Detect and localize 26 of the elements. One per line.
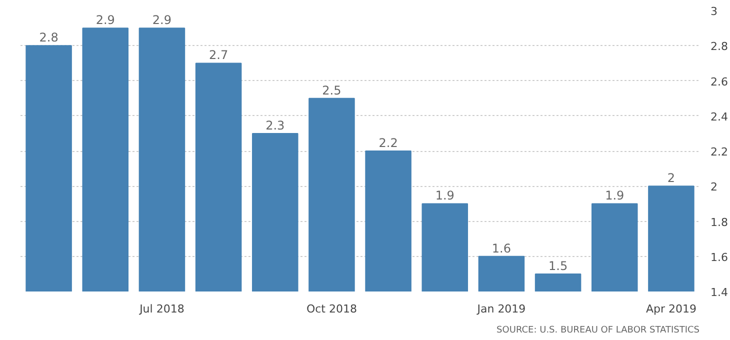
data-label: 2.2 <box>378 136 398 150</box>
data-label: 1.5 <box>548 258 568 273</box>
data-label: 2.9 <box>152 13 172 28</box>
x-tick-label: Oct 2018 <box>306 302 357 316</box>
data-label: 1.6 <box>492 241 512 256</box>
x-tick-label: Jul 2018 <box>138 302 184 316</box>
data-label: 2.8 <box>39 30 58 45</box>
y-tick-label: 2 <box>710 180 718 194</box>
data-label: 2.9 <box>96 13 115 28</box>
x-tick-label: Apr 2019 <box>646 302 696 316</box>
y-tick-label: 2.4 <box>710 110 728 124</box>
y-tick-label: 1.8 <box>710 216 728 229</box>
x-tick-label: Jan 2019 <box>476 302 526 316</box>
data-label: 1.9 <box>435 188 454 203</box>
data-label: 2.5 <box>322 83 342 98</box>
y-tick-label: 1.6 <box>710 250 728 264</box>
y-tick-label: 2.8 <box>710 40 728 54</box>
source-note: SOURCE: U.S. BUREAU OF LABOR STATISTICS <box>496 326 700 336</box>
y-tick-label: 2.6 <box>710 75 728 88</box>
data-label: 1.9 <box>605 188 624 203</box>
y-tick-label: 2.2 <box>710 146 728 158</box>
y-tick-label: 1.4 <box>710 286 728 299</box>
data-label: 2 <box>667 171 676 186</box>
data-label: 2.7 <box>209 48 228 62</box>
y-tick-label: 3 <box>710 5 718 18</box>
data-label: 2.3 <box>266 118 285 132</box>
